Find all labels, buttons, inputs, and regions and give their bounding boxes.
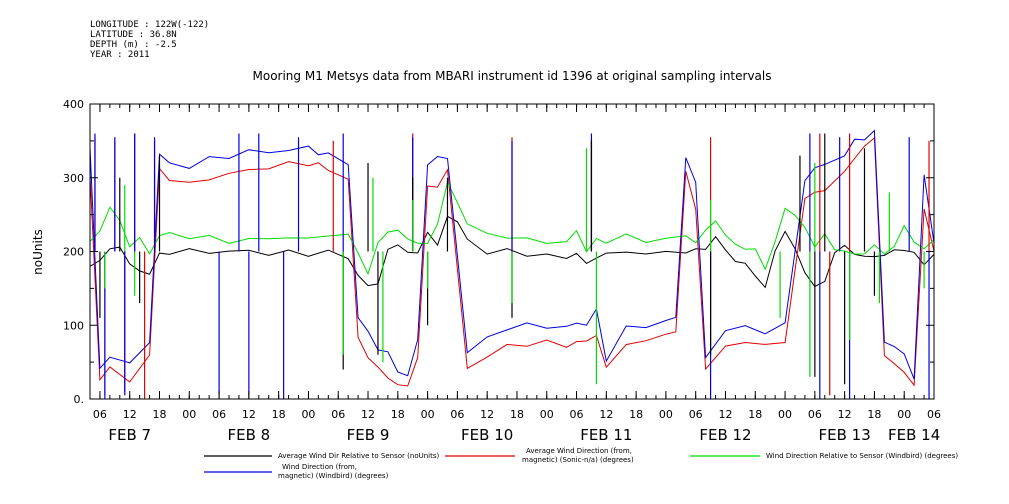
day-label: FEB 12	[699, 426, 751, 444]
year-label: YEAR : 2011	[90, 50, 150, 60]
x-tick-label: 06	[331, 408, 345, 421]
y-tick-label: 400	[63, 98, 84, 111]
x-tick-label: 00	[659, 408, 673, 421]
x-tick-label: 12	[361, 408, 375, 421]
x-tick-label: 12	[718, 408, 732, 421]
depth-label: DEPTH (m) : -2.5	[90, 40, 177, 50]
x-tick-label: 00	[182, 408, 196, 421]
x-tick-label: 18	[272, 408, 286, 421]
x-tick-label: 06	[689, 408, 703, 421]
day-label: FEB 13	[819, 426, 871, 444]
longitude-label: LONGITUDE : 122W(-122)	[90, 20, 210, 30]
day-label: FEB 9	[347, 426, 390, 444]
x-tick-label: 12	[599, 408, 613, 421]
x-tick-label: 06	[927, 408, 941, 421]
x-tick-label: 00	[540, 408, 554, 421]
chart-title: Mooring M1 Metsys data from MBARI instru…	[253, 69, 772, 83]
legend-label: Average Wind Dir Relative to Sensor (noU…	[278, 452, 439, 460]
x-tick-label: 06	[450, 408, 464, 421]
x-tick-label: 06	[570, 408, 584, 421]
y-tick-label: 100	[63, 319, 84, 332]
x-tick-label: 00	[301, 408, 315, 421]
x-tick-label: 06	[212, 408, 226, 421]
x-tick-label: 18	[391, 408, 405, 421]
legend-label: Wind Direction (from, magnetic) (Windbird…	[278, 463, 389, 480]
y-tick-label: 0.	[74, 393, 85, 406]
x-tick-label: 00	[897, 408, 911, 421]
latitude-label: LATITUDE : 36.8N	[90, 30, 177, 40]
x-tick-label: 18	[748, 408, 762, 421]
x-tick-label: 00	[421, 408, 435, 421]
series-line-1	[90, 215, 934, 289]
y-tick-label: 300	[63, 172, 84, 185]
x-tick-label: 12	[838, 408, 852, 421]
x-tick-label: 12	[242, 408, 256, 421]
legend-label: Wind Direction Relative to Sensor (Windb…	[766, 452, 958, 460]
legend-label: Average Wind Direction (from, magnetic) (…	[522, 447, 634, 464]
mooring-metadata: LONGITUDE : 122W(-122) LATITUDE : 36.8N …	[90, 20, 209, 60]
x-tick-label: 18	[153, 408, 167, 421]
x-tick-label: 12	[123, 408, 137, 421]
x-tick-label: 06	[93, 408, 107, 421]
y-tick-label: 200	[63, 246, 84, 259]
x-tick-label: 18	[629, 408, 643, 421]
day-label: FEB 8	[228, 426, 271, 444]
x-tick-label: 18	[510, 408, 524, 421]
day-label: FEB 7	[108, 426, 151, 444]
series-line-3	[90, 180, 934, 276]
y-axis-label: noUnits	[31, 229, 45, 275]
x-tick-label: 06	[808, 408, 822, 421]
x-tick-label: 00	[778, 408, 792, 421]
day-label: FEB 10	[461, 426, 513, 444]
day-label: FEB 14	[888, 426, 940, 444]
axis-layer: 0. 100 200 300 400 06 12 18 00 06 12 18 00 06 12 18 00 06…	[63, 98, 941, 444]
legend: Average Wind Dir Relative to Sensor (noU…	[204, 447, 958, 480]
day-label: FEB 11	[580, 426, 632, 444]
x-tick-label: 12	[480, 408, 494, 421]
series-layer	[90, 129, 934, 399]
x-tick-label: 18	[867, 408, 881, 421]
